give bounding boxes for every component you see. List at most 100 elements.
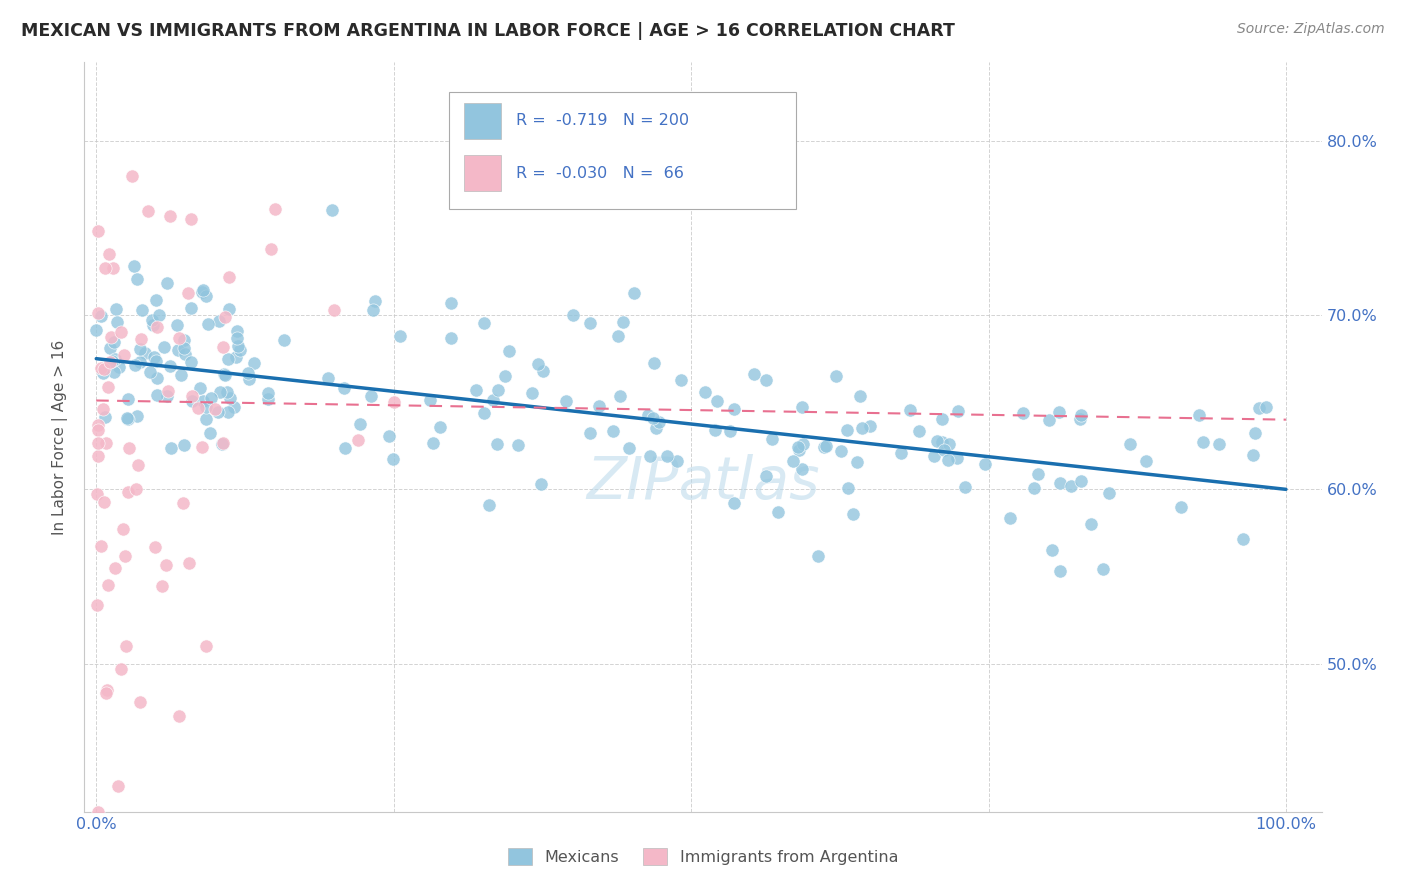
- Point: [86, 599, 108, 613]
- Point: [159, 209, 181, 223]
- Point: [204, 401, 226, 416]
- Point: [1254, 400, 1277, 414]
- Point: [111, 522, 134, 536]
- Point: [579, 426, 602, 441]
- Point: [194, 639, 217, 653]
- Point: [908, 425, 931, 439]
- FancyBboxPatch shape: [450, 93, 796, 209]
- Point: [93, 495, 115, 509]
- Point: [236, 366, 259, 380]
- Point: [105, 315, 128, 329]
- Point: [121, 169, 143, 183]
- Point: [155, 558, 177, 573]
- Point: [693, 384, 716, 399]
- Point: [136, 203, 159, 218]
- Point: [141, 313, 163, 327]
- Point: [97, 380, 120, 394]
- Point: [218, 302, 240, 317]
- Point: [849, 389, 872, 403]
- Point: [143, 540, 166, 554]
- Point: [1012, 406, 1035, 420]
- Point: [150, 579, 173, 593]
- Point: [195, 400, 218, 414]
- Point: [922, 449, 945, 463]
- Point: [146, 320, 169, 334]
- Point: [815, 439, 838, 453]
- Point: [104, 352, 127, 367]
- Point: [638, 450, 661, 464]
- Point: [238, 372, 260, 386]
- Point: [98, 341, 121, 355]
- Point: [115, 410, 138, 425]
- Point: [156, 389, 179, 403]
- Point: [792, 437, 814, 451]
- Point: [782, 454, 804, 468]
- Point: [129, 332, 152, 346]
- Point: [217, 352, 239, 367]
- Point: [103, 334, 125, 349]
- Point: [125, 409, 148, 423]
- Point: [440, 296, 463, 310]
- Point: [842, 507, 865, 521]
- Point: [440, 331, 463, 345]
- Point: [211, 340, 233, 354]
- Point: [87, 224, 110, 238]
- Text: MEXICAN VS IMMIGRANTS FROM ARGENTINA IN LABOR FORCE | AGE > 16 CORRELATION CHART: MEXICAN VS IMMIGRANTS FROM ARGENTINA IN …: [21, 22, 955, 40]
- Point: [107, 779, 129, 793]
- Point: [122, 259, 145, 273]
- Point: [125, 272, 148, 286]
- Point: [531, 364, 554, 378]
- Point: [93, 409, 115, 424]
- Point: [194, 411, 217, 425]
- Point: [973, 457, 995, 471]
- Point: [167, 331, 190, 345]
- Point: [242, 356, 264, 370]
- Point: [93, 366, 115, 380]
- Point: [506, 438, 529, 452]
- Point: [527, 357, 550, 371]
- Point: [117, 392, 139, 407]
- Point: [91, 402, 114, 417]
- Point: [217, 405, 239, 419]
- Point: [208, 384, 231, 399]
- Point: [112, 348, 135, 362]
- Point: [1070, 474, 1092, 488]
- Point: [1091, 562, 1114, 576]
- Point: [481, 392, 503, 407]
- Point: [318, 371, 340, 385]
- Point: [190, 285, 212, 300]
- Point: [792, 462, 814, 476]
- Point: [1080, 516, 1102, 531]
- Point: [96, 686, 118, 700]
- Point: [180, 301, 202, 315]
- Point: [786, 440, 808, 454]
- Point: [180, 212, 202, 227]
- Point: [181, 389, 204, 403]
- Point: [1244, 425, 1267, 440]
- Point: [139, 365, 162, 379]
- Point: [938, 453, 960, 467]
- Point: [181, 394, 204, 409]
- Point: [127, 458, 149, 472]
- Point: [173, 333, 195, 347]
- Point: [347, 433, 370, 447]
- Point: [143, 350, 166, 364]
- Point: [101, 261, 124, 276]
- Point: [382, 394, 405, 409]
- Point: [226, 331, 249, 345]
- Point: [323, 302, 346, 317]
- Point: [1170, 500, 1192, 515]
- Point: [89, 539, 111, 553]
- Point: [938, 437, 960, 451]
- Point: [472, 316, 495, 330]
- Point: [612, 315, 634, 329]
- Point: [655, 450, 678, 464]
- Point: [830, 443, 852, 458]
- Point: [472, 405, 495, 419]
- Point: [704, 423, 727, 437]
- Point: [187, 401, 209, 416]
- Point: [214, 368, 236, 383]
- Point: [846, 455, 869, 469]
- Point: [225, 351, 247, 365]
- Text: R =  -0.719   N = 200: R = -0.719 N = 200: [516, 113, 689, 128]
